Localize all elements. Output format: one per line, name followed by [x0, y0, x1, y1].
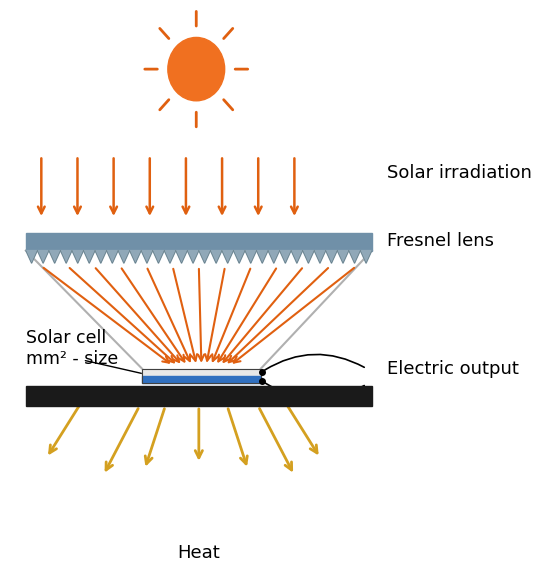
Polygon shape	[233, 251, 245, 263]
Polygon shape	[130, 251, 141, 263]
Polygon shape	[84, 251, 95, 263]
Polygon shape	[302, 251, 314, 263]
Bar	[142, 369, 261, 383]
Polygon shape	[26, 251, 37, 263]
Bar	[142, 369, 261, 376]
Text: Electric output: Electric output	[387, 359, 519, 378]
Polygon shape	[164, 251, 176, 263]
Circle shape	[168, 37, 225, 101]
Text: Solar irradiation: Solar irradiation	[387, 164, 532, 182]
Polygon shape	[60, 251, 72, 263]
Polygon shape	[257, 251, 268, 263]
Polygon shape	[141, 251, 153, 263]
Polygon shape	[222, 251, 233, 263]
Text: Heat: Heat	[177, 544, 220, 562]
Polygon shape	[199, 251, 211, 263]
Polygon shape	[176, 251, 187, 263]
Polygon shape	[326, 251, 337, 263]
Bar	[26, 386, 372, 406]
Polygon shape	[106, 251, 118, 263]
Bar	[142, 376, 261, 383]
Polygon shape	[280, 251, 291, 263]
Polygon shape	[49, 251, 60, 263]
Polygon shape	[360, 251, 372, 263]
Polygon shape	[37, 251, 49, 263]
Polygon shape	[337, 251, 349, 263]
Polygon shape	[153, 251, 164, 263]
Text: Solar cell
mm² - size: Solar cell mm² - size	[26, 329, 118, 368]
Bar	[26, 233, 372, 251]
Polygon shape	[211, 251, 222, 263]
Polygon shape	[118, 251, 130, 263]
Polygon shape	[95, 251, 106, 263]
Polygon shape	[72, 251, 84, 263]
Polygon shape	[314, 251, 326, 263]
Polygon shape	[268, 251, 280, 263]
Polygon shape	[187, 251, 199, 263]
Polygon shape	[349, 251, 360, 263]
Polygon shape	[245, 251, 257, 263]
Polygon shape	[291, 251, 302, 263]
Text: Fresnel lens: Fresnel lens	[387, 232, 494, 250]
